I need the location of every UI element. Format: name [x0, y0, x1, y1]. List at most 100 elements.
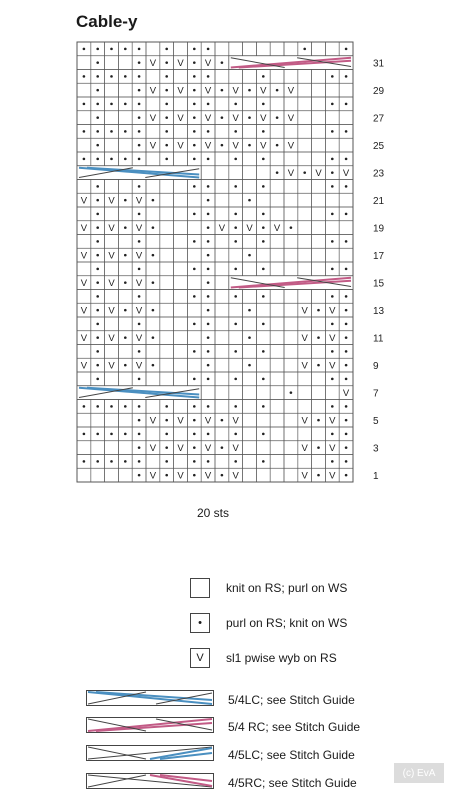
row-number: 23 [373, 169, 385, 180]
purl-dot [234, 226, 237, 229]
slip-mark: V [177, 471, 184, 482]
purl-dot [124, 460, 127, 463]
purl-dot [234, 240, 237, 243]
slip-mark: V [81, 223, 88, 234]
slip-mark: V [260, 86, 267, 97]
purl-dot [331, 185, 334, 188]
purl-dot [96, 130, 99, 133]
slip-mark: V [177, 141, 184, 152]
slip-mark: V [329, 416, 336, 427]
purl-dot [262, 212, 265, 216]
slip-mark: V [329, 361, 336, 372]
purl-dot [82, 405, 86, 408]
row-number: 11 [373, 334, 384, 345]
purl-dot [344, 350, 348, 353]
purl-dot [220, 143, 224, 147]
purl-dot [331, 460, 334, 463]
purl-dot [193, 350, 196, 353]
purl-dot [206, 185, 210, 188]
purl-dot [262, 130, 265, 133]
cable-strands [230, 56, 352, 69]
purl-dot [193, 157, 196, 161]
purl-dot [206, 350, 210, 353]
purl-dot [206, 102, 210, 106]
purl-dot [193, 212, 196, 216]
purl-dot [344, 473, 348, 477]
slip-mark: V [233, 113, 240, 124]
purl-dot [193, 75, 196, 78]
purl-dot [206, 405, 210, 408]
purl-dot [303, 47, 307, 51]
purl-dot [248, 88, 251, 92]
purl-dot [165, 418, 168, 422]
chart-title: Cable-y [76, 12, 138, 31]
slip-mark: V [108, 251, 115, 262]
purl-dot [234, 377, 237, 381]
purl-dot [206, 322, 210, 326]
purl-dot [344, 418, 348, 422]
purl-dot [193, 473, 196, 477]
purl-dot [193, 377, 196, 381]
purl-dot [331, 102, 334, 106]
purl-dot [331, 350, 334, 353]
purl-dot [124, 130, 127, 133]
purl-dot [110, 102, 113, 106]
slip-mark: V [136, 223, 143, 234]
slip-mark: V [150, 471, 157, 482]
purl-dot [275, 88, 279, 92]
purl-dot [165, 130, 168, 133]
purl-dot [234, 102, 237, 106]
slip-mark: V [177, 443, 184, 454]
purl-dot [193, 185, 196, 188]
copyright-badge: (c) EvA [394, 763, 444, 783]
slip-mark: V [177, 86, 184, 97]
purl-dot [262, 350, 265, 353]
slip-mark: V [150, 443, 157, 454]
purl-dot [206, 295, 210, 298]
slip-mark: V [288, 141, 295, 152]
purl-dot [137, 102, 141, 106]
slip-mark: V [150, 416, 157, 427]
purl-dot [193, 130, 196, 133]
purl-dot [137, 61, 141, 64]
purl-dot [234, 130, 237, 133]
purl-dot [124, 432, 127, 436]
slip-mark: V [329, 333, 336, 344]
purl-dot [344, 322, 348, 326]
purl-dot [206, 377, 210, 381]
slip-mark: V [329, 306, 336, 317]
purl-dot [137, 88, 141, 92]
row-number: 9 [373, 361, 379, 372]
purl-dot [165, 460, 168, 463]
purl-dot [165, 116, 168, 119]
purl-dot [96, 363, 99, 367]
slip-symbol-icon: V [190, 648, 210, 668]
legend-purl-label: purl on RS; knit on WS [226, 616, 348, 630]
purl-dot [220, 116, 224, 119]
purl-dot [262, 322, 265, 326]
purl-dot [193, 143, 196, 147]
purl-dot [331, 130, 334, 133]
purl-dot [344, 212, 348, 216]
purl-dot [151, 226, 155, 229]
purl-dot [206, 308, 210, 312]
purl-dot [165, 61, 168, 64]
purl-dot [275, 143, 279, 147]
purl-dot [206, 267, 210, 271]
legend-slip-label: sl1 pwise wyb on RS [226, 651, 337, 665]
purl-dot [137, 212, 141, 216]
slip-mark: V [81, 251, 88, 262]
slip-mark: V [177, 416, 184, 427]
purl-dot [206, 212, 210, 216]
purl-dot [234, 295, 237, 298]
purl-dot [137, 116, 141, 119]
slip-mark: V [288, 168, 295, 179]
purl-dot [165, 143, 168, 147]
cable-45lc-icon [86, 745, 214, 761]
slip-mark: V [274, 223, 281, 234]
row-number: 19 [373, 224, 385, 235]
purl-dot [124, 47, 127, 51]
purl-dot [96, 240, 99, 243]
row-number: 1 [373, 471, 379, 482]
purl-dot [262, 75, 265, 78]
